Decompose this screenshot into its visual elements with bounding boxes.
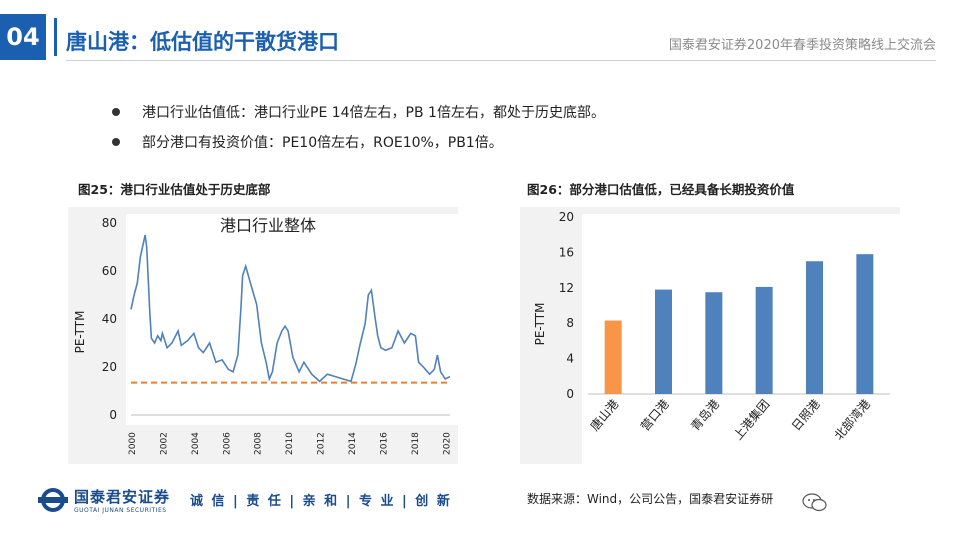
y-tick-label: 80 bbox=[102, 216, 117, 230]
bar bbox=[705, 292, 723, 394]
y-tick-label: 60 bbox=[102, 264, 117, 278]
bullet-item: 部分港口有投资价值：PE10倍左右，ROE10%，PB1倍。 bbox=[112, 127, 605, 157]
y-tick-label: 0 bbox=[109, 408, 117, 422]
bullet-dot-icon bbox=[112, 138, 120, 146]
line-chart-title: 港口行业整体 bbox=[220, 216, 316, 235]
bar-y-axis-label: PE-TTM bbox=[533, 303, 547, 346]
x-tick-label: 2004 bbox=[191, 432, 201, 455]
logo-mark-icon bbox=[38, 488, 68, 512]
title-accent-bar bbox=[54, 18, 57, 56]
x-tick-label: 2006 bbox=[222, 432, 232, 455]
company-slogan: 诚 信 | 责 任 | 亲 和 | 专 业 | 创 新 bbox=[190, 494, 452, 509]
series-line bbox=[130, 234, 451, 383]
y-tick-label: 0 bbox=[566, 387, 574, 401]
x-tick-label: 2010 bbox=[285, 432, 295, 455]
bullet-dot-icon bbox=[112, 108, 120, 116]
company-logo: 国泰君安证券 GUOTAI JUNAN SECURITIES bbox=[38, 486, 170, 514]
figure-left-caption: 图25：港口行业估值处于历史底部 bbox=[78, 182, 271, 197]
y-tick-label: 40 bbox=[102, 312, 117, 326]
logo-text-en: GUOTAI JUNAN SECURITIES bbox=[74, 507, 167, 514]
bar bbox=[856, 254, 874, 394]
bullet-text: 部分港口有投资价值：PE10倍左右，ROE10%，PB1倍。 bbox=[142, 135, 503, 151]
bullet-list: 港口行业估值低：港口行业PE 14倍左右，PB 1倍左右，都处于历史底部。 部分… bbox=[112, 97, 605, 157]
data-source: 数据来源：Wind，公司公告，国泰君安证券研 bbox=[527, 492, 774, 506]
x-tick-label: 2008 bbox=[254, 432, 264, 455]
line-y-axis-label: PE-TTM bbox=[73, 311, 87, 354]
section-number: 04 bbox=[0, 14, 46, 60]
wechat-icon bbox=[802, 493, 827, 512]
header-divider bbox=[66, 60, 936, 61]
bullet-text: 港口行业估值低：港口行业PE 14倍左右，PB 1倍左右，都处于历史底部。 bbox=[142, 105, 605, 121]
y-tick-label: 4 bbox=[566, 352, 574, 366]
bar bbox=[655, 289, 672, 394]
plot-area bbox=[582, 214, 900, 464]
line-chart-panel: 港口行业整体 PE-TTM 0 20 40 60 80 2000 2002 2004 2006 2… bbox=[68, 207, 458, 464]
event-title: 国泰君安证券2020年春季投资策略线上交流会 bbox=[668, 38, 936, 53]
x-tick-label: 2002 bbox=[159, 432, 169, 455]
x-tick-label: 2000 bbox=[128, 432, 138, 455]
x-tick-label: 2012 bbox=[317, 432, 327, 455]
page-title: 唐山港：低估值的干散货港口 bbox=[66, 30, 339, 54]
bar bbox=[755, 286, 773, 394]
pe-line-chart: 港口行业整体 PE-TTM 0 20 40 60 80 2000 2002 2004 2006 2… bbox=[73, 214, 458, 455]
bar bbox=[604, 320, 622, 394]
y-tick-label: 20 bbox=[559, 210, 574, 224]
y-tick-label: 12 bbox=[559, 281, 574, 295]
y-tick-label: 16 bbox=[559, 245, 574, 259]
bullet-item: 港口行业估值低：港口行业PE 14倍左右，PB 1倍左右，都处于历史底部。 bbox=[112, 97, 605, 127]
x-tick-label: 2018 bbox=[411, 432, 421, 455]
x-tick-label: 2014 bbox=[348, 432, 358, 455]
bar-chart-panel: PE-TTM 0 4 8 12 16 20 唐山港 营口港 青岛港 上港集团 日照港 北部湾港 bbox=[520, 207, 900, 464]
logo-text-cn: 国泰君安证券 bbox=[74, 488, 171, 506]
y-tick-label: 8 bbox=[566, 316, 574, 330]
figure-right-caption: 图26：部分港口估值低，已经具备长期投资价值 bbox=[527, 182, 795, 197]
x-tick-label: 2016 bbox=[379, 432, 389, 455]
plot-area bbox=[126, 214, 458, 425]
bar bbox=[806, 261, 823, 394]
y-tick-label: 20 bbox=[102, 360, 117, 374]
x-tick-label: 2020 bbox=[442, 432, 452, 455]
